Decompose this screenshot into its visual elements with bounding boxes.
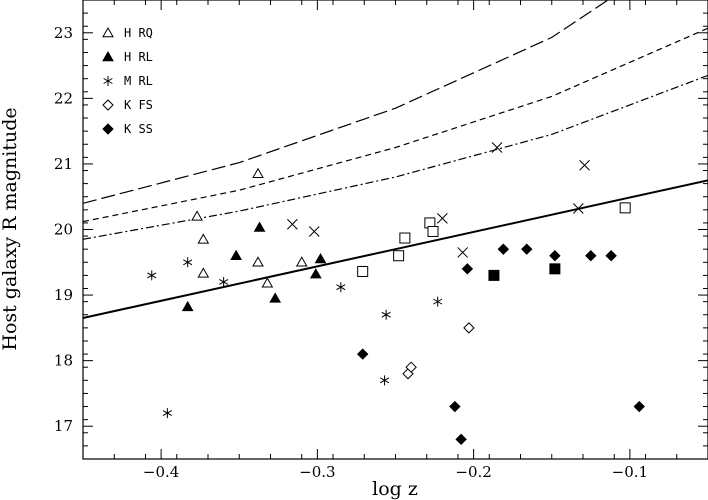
diamond-filled-point <box>605 250 617 262</box>
triangle-open-point <box>191 210 203 221</box>
diamond-filled-point <box>497 243 510 255</box>
y-tick-label: 18 <box>54 352 73 370</box>
triangle-filled-point <box>309 268 322 279</box>
triangle-open-point <box>197 267 210 278</box>
square-open-point <box>357 265 369 277</box>
diamond-filled-point <box>356 348 369 360</box>
cross-point <box>437 212 448 224</box>
legend: H RQ H RL M RL K FS K SS <box>102 26 153 136</box>
x-tick-label: −0.3 <box>299 463 335 481</box>
cross-point <box>491 142 503 153</box>
x-tick-label: −0.1 <box>612 463 648 481</box>
legend-diamond-filled-icon <box>102 123 114 135</box>
cross-point <box>579 159 590 171</box>
legend-label: H RQ <box>124 26 153 40</box>
y-tick-label: 21 <box>54 155 73 173</box>
asterisk-point <box>381 309 391 320</box>
diamond-filled-point <box>455 433 467 446</box>
x-tick-label: −0.2 <box>455 463 491 481</box>
y-axis-label: Host galaxy R magnitude <box>0 107 21 350</box>
legend-label: K FS <box>124 98 153 112</box>
legend-diamond-open-icon <box>102 99 114 111</box>
triangle-filled-point <box>269 292 282 303</box>
cross-point <box>457 247 469 258</box>
asterisk-point <box>433 296 443 307</box>
square-open-point <box>399 232 411 244</box>
x-axis-label: log z <box>372 478 418 500</box>
x-tick-label: −0.4 <box>143 463 179 481</box>
diamond-filled-point <box>633 400 645 413</box>
diamond-filled-point <box>461 263 474 275</box>
y-tick-label: 22 <box>54 89 73 107</box>
diamond-filled-point <box>549 250 561 262</box>
triangle-filled-point <box>181 300 194 312</box>
diamond-open-point <box>463 322 475 334</box>
asterisk-point <box>162 408 172 419</box>
triangle-filled-point <box>230 249 242 260</box>
dash-dot-curve <box>82 74 708 240</box>
data-points <box>147 142 645 446</box>
model-curves <box>82 0 708 319</box>
diamond-filled-point <box>449 400 461 413</box>
y-tick-label: 20 <box>54 221 73 239</box>
legend-label: M RL <box>124 74 153 88</box>
triangle-filled-point <box>314 252 327 264</box>
cross-point <box>572 203 584 214</box>
asterisk-point <box>336 282 346 293</box>
square-open-point <box>619 202 631 214</box>
cross-point <box>308 226 320 237</box>
legend-label: H RL <box>124 50 153 64</box>
legend-asterisk-icon <box>103 76 113 86</box>
triangle-open-point <box>252 167 264 179</box>
triangle-filled-point <box>253 221 266 232</box>
cross-point <box>287 218 298 230</box>
legend-triangle-open-icon <box>102 26 114 38</box>
axis-ticks: −0.4 −0.3 −0.2 −0.1 17 18 19 20 21 22 23 <box>54 0 708 481</box>
y-tick-label: 19 <box>54 286 73 304</box>
asterisk-point <box>219 276 229 287</box>
legend-label: K SS <box>124 122 153 136</box>
diamond-filled-point <box>585 250 597 262</box>
asterisk-point <box>379 375 390 386</box>
triangle-open-point <box>252 256 264 267</box>
diamond-filled-point <box>521 243 533 255</box>
square-filled-point <box>549 263 561 275</box>
triangle-open-point <box>197 233 210 244</box>
triangle-open-point <box>295 256 308 267</box>
diamond-open-point <box>405 361 417 373</box>
legend-triangle-filled-icon <box>102 50 114 62</box>
y-tick-label: 23 <box>54 24 73 42</box>
asterisk-point <box>147 270 157 281</box>
y-tick-label: 17 <box>54 417 73 435</box>
square-filled-point <box>488 269 500 281</box>
asterisk-point <box>183 257 193 268</box>
square-open-point <box>393 250 405 262</box>
solid-curve <box>82 179 708 319</box>
long-dash-curve <box>82 0 609 204</box>
square-open-point <box>427 225 439 237</box>
triangle-open-point <box>261 277 274 288</box>
short-dash-curve <box>82 27 708 223</box>
